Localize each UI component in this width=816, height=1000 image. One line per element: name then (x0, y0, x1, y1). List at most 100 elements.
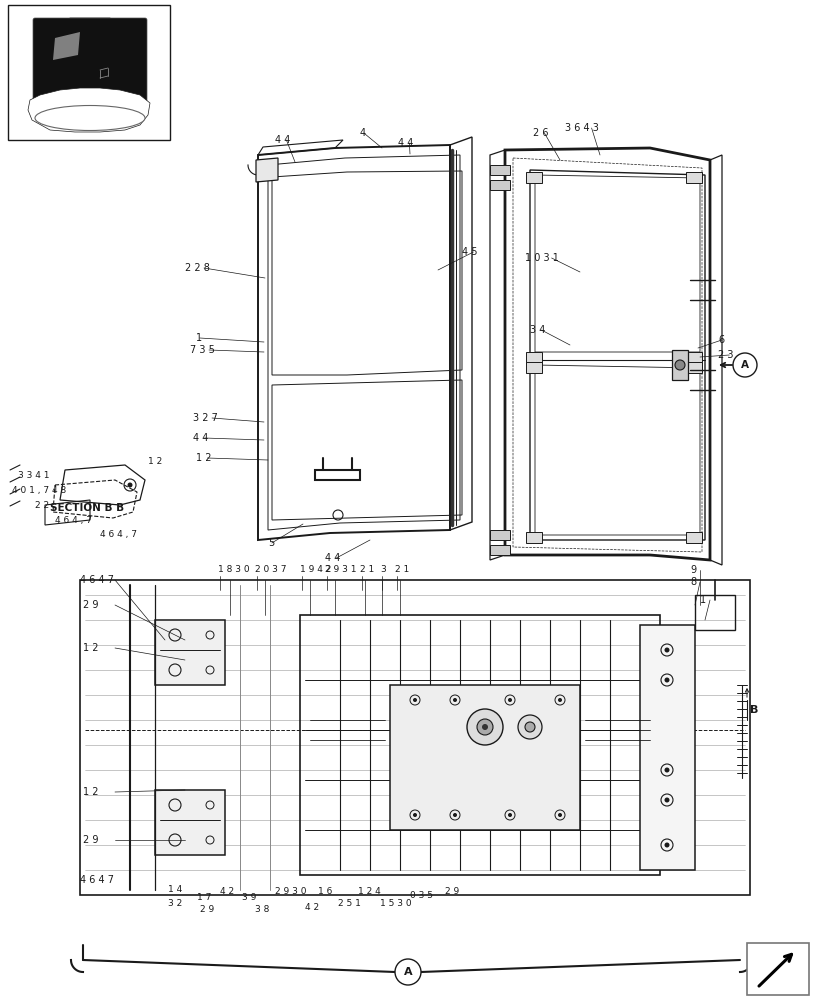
Circle shape (558, 813, 562, 817)
Circle shape (664, 842, 669, 848)
Polygon shape (490, 180, 510, 190)
Polygon shape (686, 172, 702, 183)
Text: 1 2: 1 2 (83, 787, 99, 797)
Polygon shape (686, 352, 702, 363)
Text: 2 9: 2 9 (445, 888, 459, 896)
Polygon shape (256, 158, 278, 182)
FancyBboxPatch shape (33, 18, 147, 112)
Polygon shape (490, 530, 510, 540)
Text: 1 7: 1 7 (197, 894, 211, 902)
Text: 4 4: 4 4 (193, 433, 208, 443)
Polygon shape (526, 532, 542, 543)
Text: 2 1: 2 1 (395, 566, 410, 574)
Text: 4 6 4 , 7: 4 6 4 , 7 (100, 530, 137, 540)
Text: 4 2: 4 2 (220, 888, 234, 896)
Text: 2 2: 2 2 (35, 500, 49, 510)
Circle shape (525, 722, 535, 732)
Circle shape (508, 698, 512, 702)
Text: 1 9 4 2: 1 9 4 2 (300, 566, 331, 574)
Polygon shape (155, 790, 225, 855)
Circle shape (127, 483, 132, 488)
Polygon shape (686, 532, 702, 543)
Text: 1 5 3 0: 1 5 3 0 (380, 898, 411, 908)
Polygon shape (390, 685, 580, 830)
Polygon shape (526, 172, 542, 183)
Text: 3: 3 (380, 566, 386, 574)
Text: 1 2 4: 1 2 4 (358, 888, 381, 896)
Circle shape (558, 698, 562, 702)
Text: 1: 1 (700, 595, 706, 605)
Text: A: A (404, 967, 412, 977)
Text: 1 4: 1 4 (168, 886, 182, 894)
Text: 1 2: 1 2 (83, 643, 99, 653)
Text: 2 9: 2 9 (83, 600, 99, 610)
Circle shape (664, 678, 669, 682)
Text: 7 3 5: 7 3 5 (190, 345, 215, 355)
Circle shape (413, 813, 417, 817)
Circle shape (733, 353, 757, 377)
Polygon shape (490, 545, 510, 555)
Text: 1 2: 1 2 (196, 453, 211, 463)
Text: SECTION B B: SECTION B B (50, 503, 124, 513)
Text: 4: 4 (360, 128, 366, 138)
Polygon shape (28, 88, 150, 132)
Text: A: A (741, 360, 749, 370)
Circle shape (453, 698, 457, 702)
Circle shape (395, 959, 421, 985)
Circle shape (508, 813, 512, 817)
Text: 4 2: 4 2 (305, 904, 319, 912)
Polygon shape (640, 625, 695, 870)
Text: 2 9 3 1: 2 9 3 1 (325, 566, 357, 574)
Circle shape (664, 648, 669, 652)
Text: 3 2 7: 3 2 7 (193, 413, 218, 423)
Text: 6: 6 (718, 335, 724, 345)
Circle shape (482, 724, 488, 730)
Polygon shape (686, 362, 702, 373)
Text: 1 0 3 1: 1 0 3 1 (525, 253, 559, 263)
Circle shape (664, 768, 669, 772)
Text: 9: 9 (690, 565, 696, 575)
Circle shape (467, 709, 503, 745)
Text: 8: 8 (690, 577, 696, 587)
Circle shape (477, 719, 493, 735)
Text: 2 5 1: 2 5 1 (338, 898, 361, 908)
Text: 2 6: 2 6 (533, 128, 548, 138)
Text: 3 9: 3 9 (242, 894, 256, 902)
Text: 0 3 5: 0 3 5 (410, 890, 433, 900)
Text: 5: 5 (268, 538, 274, 548)
Text: 2 2 8: 2 2 8 (185, 263, 210, 273)
Text: 3 8: 3 8 (255, 906, 269, 914)
Polygon shape (155, 620, 225, 685)
Polygon shape (526, 362, 542, 373)
Circle shape (413, 698, 417, 702)
Text: 3 3 4 1: 3 3 4 1 (18, 471, 50, 480)
Text: 2 9: 2 9 (83, 835, 99, 845)
Text: 3 6 4 3: 3 6 4 3 (565, 123, 599, 133)
Circle shape (518, 715, 542, 739)
Text: 4 5: 4 5 (462, 247, 477, 257)
Polygon shape (526, 352, 542, 363)
Text: 1: 1 (196, 333, 202, 343)
Text: 4 0 1 , 7 4 8: 4 0 1 , 7 4 8 (12, 486, 66, 494)
Polygon shape (490, 165, 510, 175)
Text: 2 3: 2 3 (718, 350, 734, 360)
Text: 4 6 4 , 7: 4 6 4 , 7 (55, 516, 92, 524)
Bar (747, 943, 809, 995)
Text: 1 8 3 0: 1 8 3 0 (218, 566, 250, 574)
Text: 3 2: 3 2 (168, 898, 182, 908)
Text: 2 0 3 7: 2 0 3 7 (255, 566, 286, 574)
Text: 4 4: 4 4 (275, 135, 290, 145)
Polygon shape (672, 350, 688, 380)
Text: 2 1: 2 1 (360, 566, 375, 574)
Circle shape (664, 798, 669, 802)
Text: 2 9: 2 9 (200, 906, 215, 914)
Text: 4 4: 4 4 (398, 138, 414, 148)
Text: B: B (750, 705, 758, 715)
Circle shape (675, 360, 685, 370)
Text: 2 9 3 0: 2 9 3 0 (275, 888, 307, 896)
Polygon shape (53, 32, 80, 60)
Text: 3 4: 3 4 (530, 325, 545, 335)
Text: 1 6: 1 6 (318, 888, 332, 896)
Text: 4 6 4 7: 4 6 4 7 (80, 875, 114, 885)
Text: 1 2: 1 2 (148, 458, 162, 466)
